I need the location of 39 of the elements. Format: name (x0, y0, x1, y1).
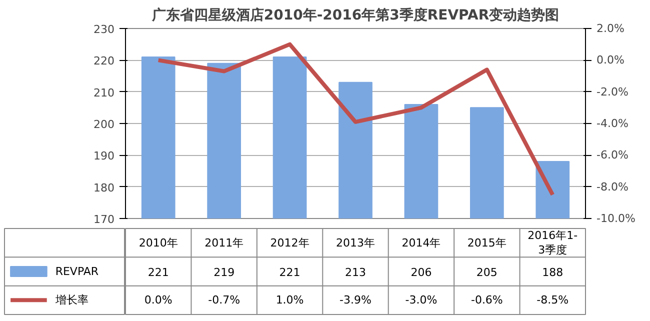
data-label: -8.5% (536, 294, 569, 307)
data-label: 0.0% (144, 294, 172, 307)
y-tick-label: 200 (94, 118, 115, 131)
x-tick-label: 2012年 (270, 236, 310, 250)
data-label: 219 (214, 266, 235, 279)
y2-tick-label: -2.0% (596, 85, 628, 98)
y-tick-label: 210 (94, 86, 115, 100)
y2-tick-label: -6.0% (596, 148, 628, 162)
chart-title: 广东省四星级酒店2010年-2016年第3季度REVPAR变动趋势图 (150, 6, 560, 24)
data-label: 206 (410, 266, 432, 279)
data-label: 221 (279, 266, 300, 279)
data-label: 221 (148, 266, 169, 279)
data-label: 1.0% (276, 294, 304, 307)
line-series (156, 42, 555, 197)
legend-label: REVPAR (55, 265, 99, 278)
data-label: -3.0% (405, 294, 438, 307)
y-tick-label: 170 (94, 213, 115, 226)
data-label: -0.7% (208, 294, 240, 307)
data-label: -3.9% (340, 294, 372, 307)
y2-tick-label: 0.0% (596, 54, 624, 67)
x-tick-label: 2016年1-3季度 (528, 229, 578, 256)
legend-label: 增长率 (54, 294, 88, 307)
data-label: 188 (542, 266, 564, 279)
y2-tick-label: 2.0% (596, 22, 624, 35)
x-tick-label: 2013年 (336, 236, 376, 250)
y2-tick-label: -10.0% (596, 212, 636, 225)
y-tick-label: 230 (94, 23, 115, 36)
y-tick-label: 220 (94, 54, 115, 68)
data-label: 213 (345, 266, 366, 279)
x-tick-label: 2010年 (138, 236, 178, 250)
y2-tick-label: -4.0% (596, 117, 628, 130)
data-label: 205 (476, 266, 498, 279)
y-tick-label: 190 (94, 150, 115, 163)
data-label: -0.6% (470, 294, 503, 307)
y2-tick-label: -8.0% (596, 180, 628, 194)
x-tick-label: 2015年 (467, 236, 506, 250)
x-tick-label: 2011年 (204, 236, 244, 250)
x-tick-label: 2014年 (402, 236, 441, 250)
y-tick-label: 180 (94, 181, 115, 194)
